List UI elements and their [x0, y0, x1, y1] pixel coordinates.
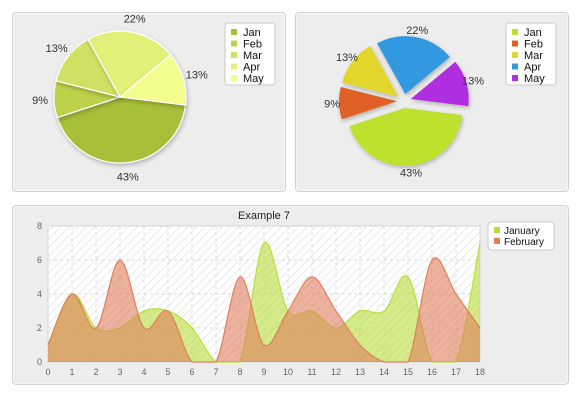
pie-slice-apr — [377, 36, 450, 95]
area-february — [48, 257, 480, 362]
x-tick-label: 17 — [451, 367, 461, 377]
x-tick-label: 6 — [189, 367, 194, 377]
legend-label-may: May — [524, 73, 545, 85]
slice-label-mar: 13% — [46, 43, 68, 55]
y-tick-label: 0 — [37, 357, 42, 367]
area-chart-panel: 0 1 2 3 4 5 6 7 8 9 10 11 12 13 14 15 16 17 18 0 2 4 6 8 Example… — [12, 205, 569, 385]
x-tick-label: 16 — [427, 367, 437, 377]
pie-slice-may — [118, 53, 187, 106]
legend-swatch-jan — [231, 29, 237, 35]
legend-label-jan: Jan — [243, 27, 261, 39]
legend-label-jan: Jan — [524, 27, 542, 39]
x-tick-label: 4 — [141, 367, 146, 377]
x-tick-label: 12 — [331, 367, 341, 377]
legend-swatch-jan — [512, 29, 518, 35]
slice-label-apr: 22% — [406, 25, 428, 37]
x-tick-label: 14 — [379, 367, 389, 377]
slice-label-mar: 13% — [336, 52, 358, 64]
legend — [487, 221, 555, 251]
legend-swatch-may — [231, 75, 237, 81]
y-tick-label: 8 — [37, 221, 42, 231]
legend-swatch-mar — [512, 52, 518, 58]
y-tick-label: 2 — [37, 323, 42, 333]
legend-label-mar: Mar — [524, 50, 543, 62]
slice-label-feb: 9% — [32, 95, 48, 107]
x-tick-label: 13 — [355, 367, 365, 377]
legend-label-apr: Apr — [243, 62, 260, 74]
pie-slice-may — [410, 61, 469, 107]
slice-label-feb: 9% — [324, 99, 340, 111]
legend-swatch-may — [512, 75, 518, 81]
x-tick-label: 1 — [69, 367, 74, 377]
x-tick-label: 18 — [475, 367, 485, 377]
slice-label-apr: 22% — [124, 13, 146, 25]
x-tick-label: 0 — [45, 367, 50, 377]
y-tick-label: 6 — [37, 255, 42, 265]
legend-label-feb: Feb — [524, 39, 543, 51]
legend-label-may: May — [243, 73, 264, 85]
legend-swatch-apr — [231, 63, 237, 70]
pie-slice-mar — [342, 46, 399, 97]
x-tick-label: 2 — [93, 367, 98, 377]
legend-swatch-feb — [512, 40, 518, 47]
slice-label-may: 13% — [462, 76, 484, 88]
line-february — [47, 257, 481, 363]
legend-swatch-january — [494, 227, 500, 233]
x-tick-label: 11 — [307, 367, 316, 377]
slice-label-jan: 43% — [117, 172, 139, 184]
area-chart: 0 1 2 3 4 5 6 7 8 9 10 11 12 13 14 15 16 17 1802468Example… — [37, 210, 555, 377]
y-tick-label: 4 — [37, 289, 42, 299]
x-tick-label: 9 — [261, 367, 266, 377]
legend-swatch-feb — [231, 40, 237, 47]
chart-title: Example 7 — [238, 210, 290, 222]
pie-chart-basic-panel: 43% 9% 13% 22% 13% Jan Feb Mar Apr May — [12, 12, 286, 192]
legend-label-january: January — [504, 226, 540, 237]
pie-slice-jan — [56, 96, 187, 164]
legend-label-apr: Apr — [524, 62, 541, 74]
legend-swatch-apr — [512, 63, 518, 70]
legend-label-mar: Mar — [243, 50, 262, 62]
legend-swatch-february — [494, 238, 500, 244]
x-tick-label: 10 — [283, 367, 293, 377]
slice-label-may: 13% — [186, 69, 208, 81]
pie-slice-feb — [339, 87, 398, 120]
x-tick-label: 3 — [117, 367, 122, 377]
x-tick-label: 8 — [237, 367, 242, 377]
pie-slice-jan — [349, 107, 463, 166]
slice-label-jan: 43% — [400, 168, 422, 180]
legend-label-february: February — [504, 237, 544, 248]
legend-label-feb: Feb — [243, 39, 262, 51]
pie-slice-apr — [87, 30, 172, 98]
pie-chart-exploded-panel: 43% 9% 13% 22% 13% Jan Feb Mar Apr May — [295, 12, 569, 192]
x-tick-label: 7 — [213, 367, 218, 377]
legend — [505, 22, 557, 86]
x-tick-label: 15 — [403, 367, 413, 377]
legend — [224, 22, 276, 86]
legend-swatch-mar — [231, 52, 237, 58]
x-tick-label: 5 — [165, 367, 170, 377]
